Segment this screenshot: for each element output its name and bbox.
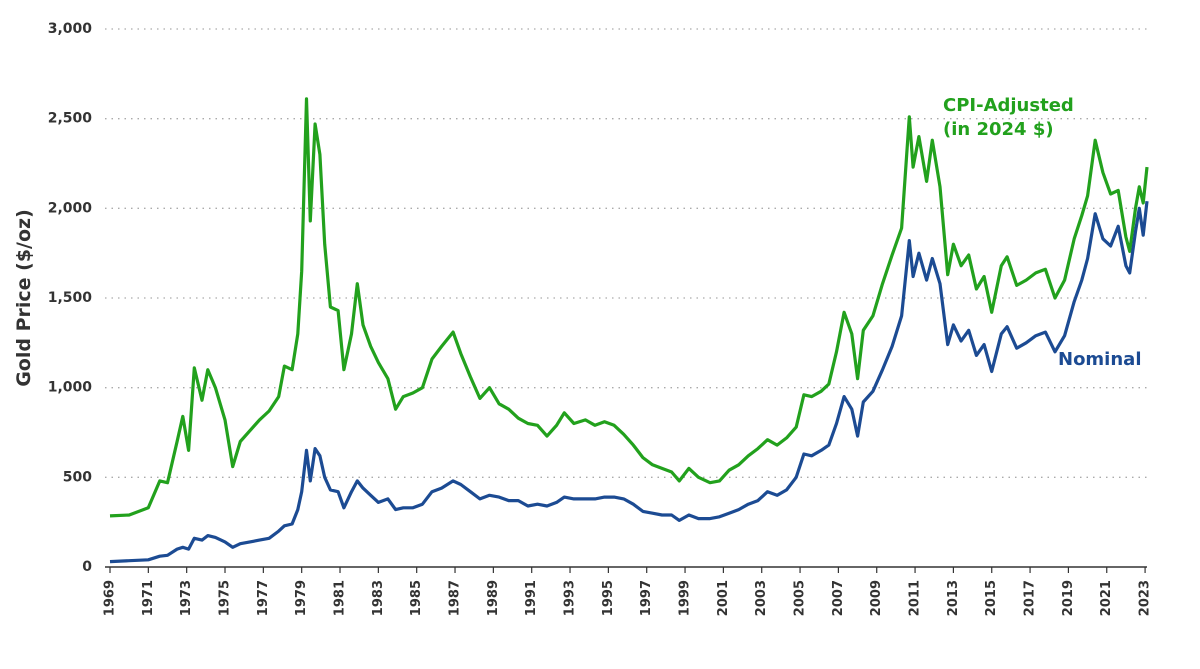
y-tick-label: 2,500 (48, 111, 93, 127)
x-tick-label: 1989 (486, 580, 501, 616)
series-label: Nominal (1058, 349, 1142, 370)
x-tick-label: 1997 (639, 580, 654, 616)
x-tick-label: 2005 (793, 580, 808, 616)
x-tick-label: 1971 (141, 580, 156, 616)
y-tick-label: 3,000 (48, 21, 93, 37)
y-tick-label: 2,000 (48, 200, 93, 216)
x-tick-label: 1979 (294, 580, 309, 616)
line-series (109, 97, 1149, 518)
x-tick-label: 1995 (601, 580, 616, 616)
x-tick-label: 2017 (1023, 580, 1038, 616)
x-tick-label: 2001 (716, 580, 731, 616)
x-tick-label: 1993 (563, 580, 578, 616)
x-tick-label: 1969 (103, 580, 118, 616)
x-tick-label: 1987 (448, 580, 463, 616)
x-tick-label: 2019 (1061, 580, 1076, 616)
x-tick-label: 1983 (371, 580, 386, 616)
y-axis-title: Gold Price ($/oz) (13, 209, 35, 387)
x-tick-label: 1981 (333, 580, 348, 616)
y-tick-label: 1,000 (48, 380, 93, 396)
x-tick-label: 2011 (908, 580, 923, 616)
y-tick-label: 0 (82, 559, 92, 575)
x-tick-label: 2013 (946, 580, 961, 616)
series-label: CPI-Adjusted (943, 95, 1074, 116)
y-tick-label: 500 (63, 469, 92, 485)
line-series (109, 201, 1149, 564)
x-tick-label: 1977 (256, 580, 271, 616)
x-tick-label: 2009 (869, 580, 884, 616)
x-tick-label: 1999 (678, 580, 693, 616)
x-tick-label: 2007 (831, 580, 846, 616)
x-tick-label: 1991 (524, 580, 539, 616)
x-tick-label: 1973 (179, 580, 194, 616)
x-tick-label: 2023 (1138, 580, 1153, 616)
series-label-unit: (in 2024 $) (943, 119, 1054, 140)
x-tick-label: 1975 (218, 580, 233, 616)
x-tick-label: 2003 (754, 580, 769, 616)
x-tick-label: 1985 (409, 580, 424, 616)
x-tick-label: 2015 (984, 580, 999, 616)
x-tick-label: 2021 (1099, 580, 1114, 616)
y-tick-label: 1,500 (48, 290, 93, 306)
